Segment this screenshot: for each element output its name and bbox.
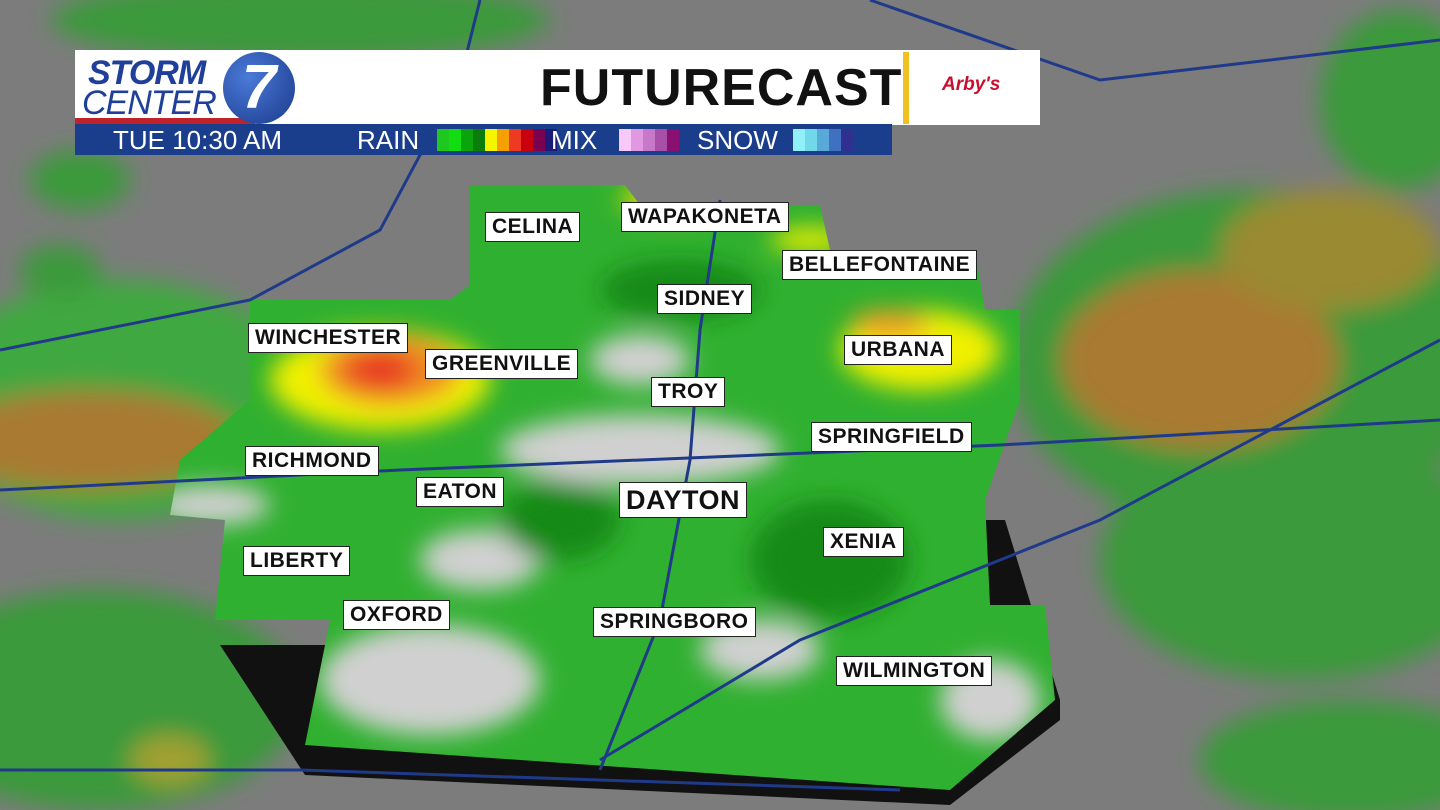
color-swatch: [437, 129, 449, 151]
city-label: WAPAKONETA: [621, 202, 789, 232]
color-swatch: [509, 129, 521, 151]
city-label: BELLEFONTAINE: [782, 250, 978, 280]
city-label: SPRINGBORO: [593, 607, 756, 637]
color-swatch: [619, 129, 631, 151]
city-label: SIDNEY: [657, 284, 753, 314]
color-swatch: [449, 129, 461, 151]
station-logo: STORM CENTER 7: [80, 52, 300, 124]
sponsor-logo: Arby's: [942, 74, 1001, 95]
divider: [903, 52, 909, 124]
rain-label: RAIN: [357, 125, 420, 155]
logo-storm: STORM: [88, 54, 206, 92]
city-label: DAYTON: [619, 482, 748, 518]
logo-seven: 7: [223, 52, 295, 124]
color-swatch: [805, 129, 817, 151]
city-label: URBANA: [844, 335, 952, 365]
city-label: RICHMOND: [245, 446, 379, 476]
city-label: LIBERTY: [243, 546, 351, 576]
city-label: CELINA: [485, 212, 581, 242]
mix-scale: [619, 129, 679, 151]
city-label: WILMINGTON: [836, 656, 993, 686]
city-label: SPRINGFIELD: [811, 422, 972, 452]
color-swatch: [497, 129, 509, 151]
legend-bar: TUE 10:30 AM RAIN MIX SNOW: [75, 124, 892, 155]
page-title: FUTURECAST: [540, 59, 903, 117]
color-swatch: [533, 129, 545, 151]
color-swatch: [793, 129, 805, 151]
snow-scale: [793, 129, 853, 151]
city-label: GREENVILLE: [425, 349, 579, 379]
color-swatch: [521, 129, 533, 151]
mix-label: MIX: [551, 125, 598, 155]
logo-center: CENTER: [82, 84, 217, 122]
color-swatch: [545, 129, 557, 151]
snow-label: SNOW: [697, 125, 778, 155]
rain-scale: [437, 129, 557, 151]
color-swatch: [841, 129, 853, 151]
color-swatch: [473, 129, 485, 151]
color-swatch: [643, 129, 655, 151]
color-swatch: [631, 129, 643, 151]
color-swatch: [485, 129, 497, 151]
color-swatch: [817, 129, 829, 151]
color-swatch: [667, 129, 679, 151]
forecast-time: TUE 10:30 AM: [113, 125, 283, 155]
brand-stripe: [75, 118, 255, 124]
color-swatch: [655, 129, 667, 151]
city-label: TROY: [651, 377, 726, 407]
color-swatch: [461, 129, 473, 151]
color-swatch: [829, 129, 841, 151]
city-label: OXFORD: [343, 600, 450, 630]
city-label: EATON: [416, 477, 505, 507]
city-label: WINCHESTER: [248, 323, 409, 353]
city-label: XENIA: [823, 527, 904, 557]
